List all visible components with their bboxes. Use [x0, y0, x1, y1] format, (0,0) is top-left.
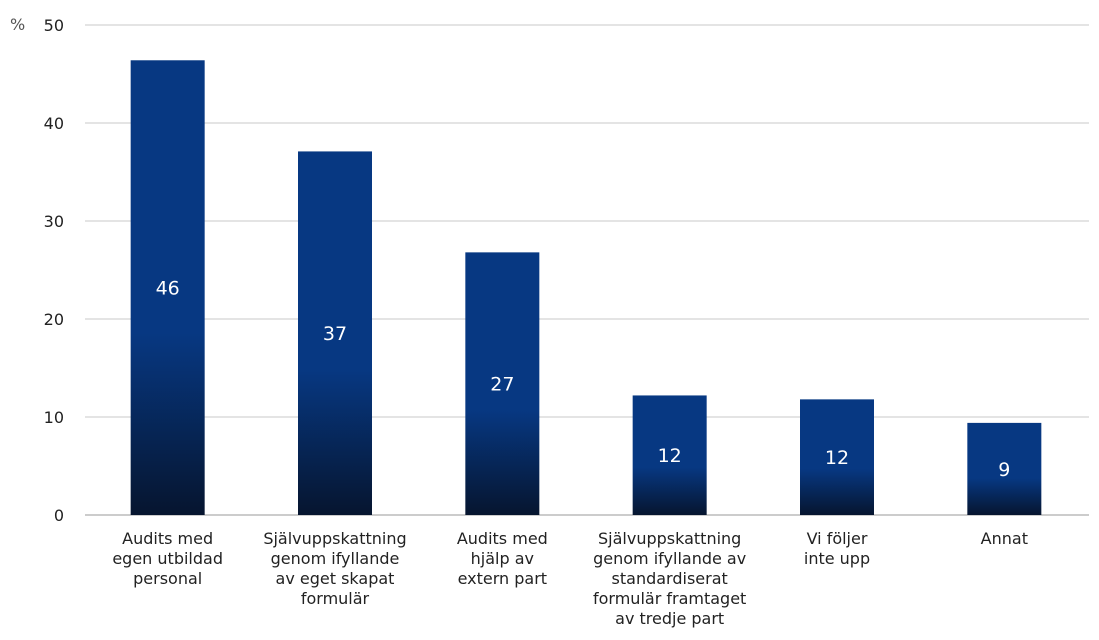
bar [298, 151, 372, 516]
y-tick-label: 40 [44, 114, 64, 133]
category-label: Vi följer inte upp [804, 529, 870, 568]
data-label: 9 [998, 459, 1010, 481]
category-label: Självuppskattning genom ifyllande av stand… [593, 529, 746, 628]
y-tick-label: 30 [44, 212, 64, 231]
data-label: 12 [825, 447, 849, 469]
bar [632, 395, 707, 515]
y-axis-unit-label: % [10, 15, 25, 34]
bar [130, 60, 205, 515]
category-label: Audits med egen utbildad personal [112, 529, 223, 588]
category-label: Audits med hjälp av extern part [457, 529, 548, 588]
y-tick-label: 50 [44, 16, 64, 35]
y-tick-label: 0 [54, 506, 64, 525]
category-label: Självuppskattning genom ifyllande av eget … [263, 529, 406, 608]
data-label: 12 [658, 445, 682, 467]
bar [800, 399, 874, 515]
y-tick-label: 10 [44, 408, 64, 427]
data-label: 27 [490, 374, 514, 396]
category-label: Annat [981, 529, 1028, 548]
data-label: 46 [156, 278, 180, 300]
data-label: 37 [323, 323, 347, 345]
bar [967, 422, 1042, 515]
y-tick-label: 20 [44, 310, 64, 329]
bar [465, 252, 540, 516]
